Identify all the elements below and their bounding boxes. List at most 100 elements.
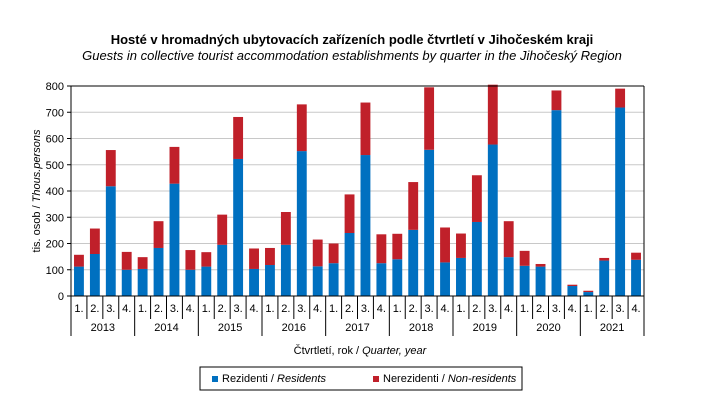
bar-segment-residents	[169, 183, 180, 296]
bar-segment-nonresidents	[360, 102, 371, 156]
bar-segment-nonresidents	[74, 254, 84, 267]
bar-segment-residents	[599, 260, 610, 296]
y-tick-label: 0	[58, 291, 64, 303]
x-tick-label-quarter: 4.	[504, 303, 513, 315]
legend-label-nonresidents-italic: Non-residents	[448, 373, 517, 385]
bar-segment-residents	[487, 144, 498, 296]
y-axis-label-italic: Thous.persons	[31, 129, 43, 202]
legend-label-nonresidents: Nerezidenti / Non-residents	[383, 373, 517, 385]
x-tick-label-quarter: 3.	[616, 303, 625, 315]
bar-segment-residents	[233, 158, 244, 296]
x-tick-label-quarter: 4.	[186, 303, 195, 315]
bar-segment-residents	[551, 110, 562, 297]
bar-segment-residents	[344, 233, 355, 296]
x-tick-label-quarter: 4.	[631, 303, 640, 315]
bar-segment-nonresidents	[456, 233, 466, 258]
x-tick-label-quarter: 1.	[138, 303, 147, 315]
bar-segment-residents	[121, 269, 132, 296]
x-axis-label: Čtvrtletí, rok / Quarter, year	[294, 344, 428, 357]
x-tick-label-quarter: 3.	[170, 303, 179, 315]
bar-segment-residents	[440, 262, 450, 296]
y-axis-label: tis. osob / Thous.persons	[31, 129, 43, 252]
legend-label-residents: Rezidenti / Residents	[222, 373, 326, 385]
gridlines	[71, 85, 644, 271]
y-tick-label: 700	[46, 107, 64, 119]
bar-segment-nonresidents	[201, 252, 212, 267]
bar-segment-residents	[376, 263, 387, 296]
x-tick-labels: 1. 2. 3. 4. 1. 2. 3. 4. 1. 2. 3. 4. 1. 2. 3. 4. 1. 2. 3. 4.…	[74, 303, 640, 334]
bar-segment-residents	[153, 247, 164, 296]
bar-segment-nonresidents	[471, 175, 482, 222]
bar-segment-nonresidents	[440, 227, 450, 263]
x-tick-label-quarter: 1.	[202, 303, 211, 315]
bar-segment-nonresidents	[296, 104, 307, 152]
bar-segment-residents	[201, 266, 212, 296]
x-tick-label-year: 2017	[345, 322, 369, 334]
x-tick-label-quarter: 4.	[249, 303, 258, 315]
x-tick-label-quarter: 3.	[552, 303, 561, 315]
bar-segment-nonresidents	[89, 228, 100, 254]
bar-segment-residents	[280, 244, 291, 296]
bar-segment-nonresidents	[137, 257, 148, 269]
bar-segment-nonresidents	[583, 290, 594, 293]
x-tick-label-quarter: 1.	[74, 303, 83, 315]
x-tick-label-quarter: 1.	[520, 303, 529, 315]
chart-subtitle: Guests in collective tourist accommodati…	[82, 48, 622, 63]
bar-segment-nonresidents	[424, 87, 435, 150]
bar-segment-nonresidents	[631, 252, 641, 260]
bar-segment-nonresidents	[121, 251, 132, 270]
x-tick-label-quarter: 3.	[234, 303, 243, 315]
x-tick-label-quarter: 3.	[106, 303, 115, 315]
bar-segment-nonresidents	[408, 182, 419, 230]
legend-label-residents-main: Rezidenti /	[222, 373, 277, 385]
bar-segment-nonresidents	[615, 88, 626, 108]
y-tick-label: 300	[46, 212, 64, 224]
y-tick-label: 800	[46, 81, 64, 93]
x-tick-label-quarter: 2.	[218, 303, 227, 315]
bar-segment-residents	[185, 269, 196, 296]
bar-segment-nonresidents	[217, 214, 228, 245]
bar-segment-nonresidents	[599, 257, 610, 261]
bar-segment-residents	[631, 259, 641, 296]
x-tick-label-year: 2019	[473, 322, 497, 334]
x-tick-label-year: 2013	[91, 322, 115, 334]
x-tick-label-year: 2015	[218, 322, 242, 334]
x-tick-label-quarter: 2.	[281, 303, 290, 315]
bars	[74, 84, 641, 297]
x-tick-label-quarter: 1.	[584, 303, 593, 315]
bar-segment-nonresidents	[280, 212, 291, 245]
x-tick-label-quarter: 2.	[600, 303, 609, 315]
x-tick-label-quarter: 4.	[122, 303, 131, 315]
x-tick-label-quarter: 4.	[440, 303, 449, 315]
bar-segment-nonresidents	[487, 84, 498, 145]
x-tick-label-quarter: 4.	[568, 303, 577, 315]
bar-segment-residents	[503, 257, 514, 296]
bar-segment-residents	[583, 292, 594, 296]
bar-segment-residents	[105, 186, 116, 296]
bar-segment-residents	[471, 221, 482, 296]
x-axis-label-italic: Quarter, year	[362, 345, 428, 357]
bar-segment-nonresidents	[551, 90, 562, 111]
y-tick-label: 500	[46, 160, 64, 172]
y-tick-label: 100	[46, 265, 64, 277]
x-tick-label-quarter: 4.	[377, 303, 386, 315]
x-tick-label-quarter: 1.	[456, 303, 465, 315]
y-axis-label-main: tis. osob /	[31, 202, 43, 252]
bar-segment-residents	[89, 254, 100, 296]
x-tick-label-quarter: 1.	[393, 303, 402, 315]
bar-segment-nonresidents	[105, 150, 116, 187]
x-tick-label-quarter: 2.	[90, 303, 99, 315]
x-tick-label-year: 2018	[409, 322, 433, 334]
bar-segment-residents	[408, 229, 419, 296]
x-tick-label-quarter: 1.	[265, 303, 274, 315]
x-axis-label-main: Čtvrtletí, rok /	[294, 344, 362, 357]
x-tick-label-quarter: 4.	[313, 303, 322, 315]
x-tick-label-year: 2021	[600, 322, 624, 334]
x-tick-label-quarter: 3.	[425, 303, 434, 315]
bar-segment-nonresidents	[535, 263, 546, 267]
bar-segment-nonresidents	[249, 248, 259, 269]
x-tick-label-quarter: 2.	[345, 303, 354, 315]
x-tick-label-quarter: 3.	[488, 303, 497, 315]
bar-segment-nonresidents	[376, 234, 387, 264]
